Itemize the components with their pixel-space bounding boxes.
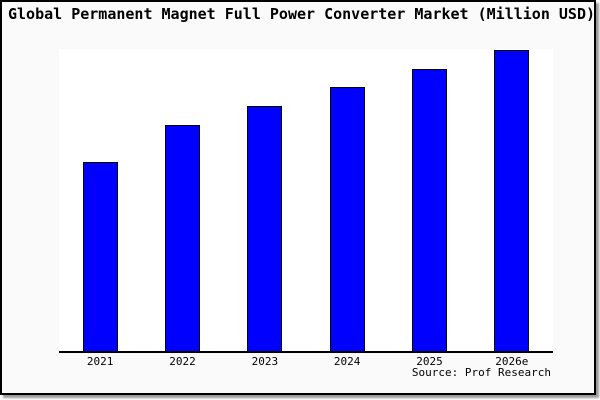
plot-area [59,49,553,352]
bar-2021 [82,162,118,352]
x-tick-label-2021: 2021 [86,355,114,368]
x-tick-label-2022: 2022 [169,355,196,368]
source-note: Source: Prof Research [411,366,551,379]
bar-2025 [412,69,447,352]
bar-2024 [329,87,365,352]
bar-2023 [247,106,283,352]
x-tick-label-2025: 2025 [416,355,443,368]
x-tick-label-2023: 2023 [251,355,279,368]
chart-title: Global Permanent Magnet Full Power Conve… [8,5,595,23]
x-axis [59,351,553,353]
x-tick-label-2026e: 2026e [495,355,529,368]
bar-2022 [165,125,200,352]
bar-2026e [494,50,530,352]
x-tick-label-2024: 2024 [333,355,361,368]
